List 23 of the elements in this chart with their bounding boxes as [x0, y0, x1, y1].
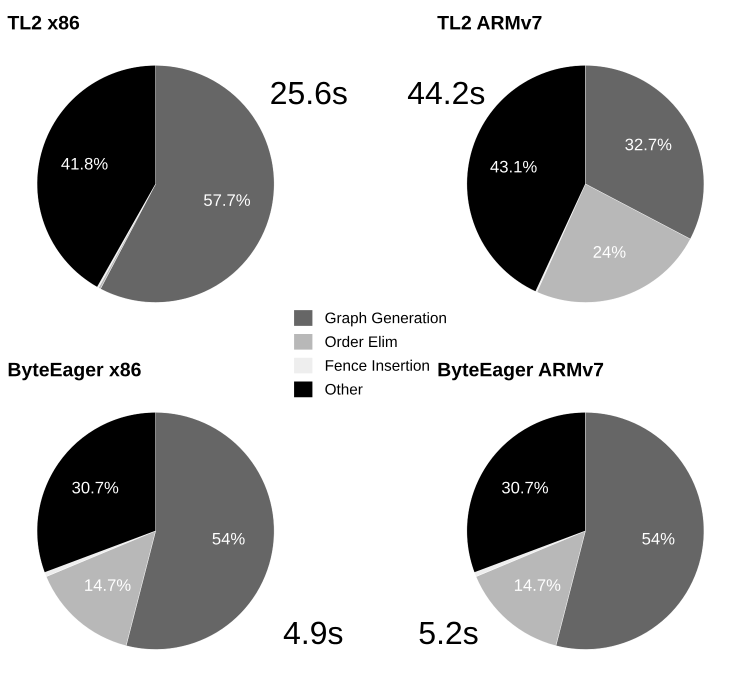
data-label: 57.7%	[204, 194, 250, 206]
chart-title: TL2 ARMv7	[437, 16, 542, 30]
text: 4.9s	[284, 622, 342, 644]
legend-label: Fence Insertion	[326, 360, 429, 371]
data-label: 30.7%	[502, 482, 548, 494]
text: 25.6s	[271, 82, 347, 104]
data-label: 43.1%	[490, 160, 537, 173]
data-label: 41.8%	[61, 158, 108, 170]
legend-label: Other	[325, 383, 363, 395]
data-label: 54%	[642, 532, 674, 545]
chart-title: ByteEager ARMv7	[438, 362, 604, 380]
legend-label: Order Elim	[325, 336, 397, 348]
chart-title: ByteEager x86	[8, 362, 141, 380]
legend-label: Graph Generation	[325, 312, 446, 326]
data-label: 14.7%	[85, 579, 131, 591]
chart-title: TL2 x86	[8, 16, 80, 30]
data-label: 32.7%	[625, 138, 672, 150]
data-label: 54%	[212, 532, 245, 545]
data-label: 14.7%	[514, 579, 560, 591]
data-label: 24%	[594, 246, 626, 258]
text: 5.2s	[420, 622, 478, 644]
data-label: 30.7%	[72, 482, 118, 494]
text: 44.2s	[408, 82, 484, 104]
